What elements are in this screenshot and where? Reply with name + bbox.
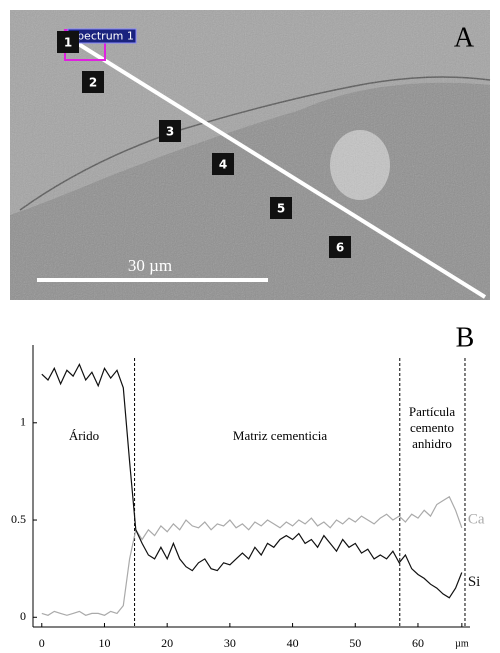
x-tick-label: 20 [161, 636, 173, 650]
marker-box [212, 153, 234, 175]
x-tick-label: µm [455, 638, 469, 649]
series-label: Si [468, 574, 481, 590]
region-label: Matriz cementicia [233, 428, 327, 443]
sem-image: Spectrum 1 30 µm A [10, 10, 491, 300]
panel-label: A [454, 22, 475, 53]
marker-label: 5 [277, 202, 285, 216]
region-label: anhidro [412, 436, 452, 451]
marker-label: 2 [89, 76, 97, 90]
marker-label: 1 [64, 36, 72, 50]
x-tick-label: 10 [98, 636, 110, 650]
region-label: Árido [69, 428, 99, 443]
marker-label: 6 [336, 241, 344, 255]
x-tick-label: 50 [349, 636, 361, 650]
marker-box [159, 120, 181, 142]
marker-box [329, 236, 351, 258]
x-tick-label: 0 [39, 636, 45, 650]
marker-label: 4 [219, 158, 227, 172]
panel-label: B [456, 322, 475, 353]
x-tick-label: 40 [287, 636, 299, 650]
scale-bar-label: 30 µm [128, 256, 172, 275]
marker-box [82, 71, 104, 93]
y-tick-label: 1 [20, 415, 26, 429]
y-tick-label: 0 [20, 609, 26, 623]
series-label: Ca [468, 511, 485, 527]
series-line [41, 362, 463, 599]
region-label: Partícula [409, 404, 455, 419]
y-tick-label: 0.5 [11, 512, 26, 526]
marker-box [270, 197, 292, 219]
marker-box [57, 31, 79, 53]
x-tick-label: 60 [412, 636, 424, 650]
region-label: cemento [410, 420, 454, 435]
spectrum-label: Spectrum 1 [70, 30, 134, 43]
marker-label: 3 [166, 125, 174, 139]
series-line [41, 495, 463, 616]
markers: 1 2 3 4 5 6 [57, 31, 351, 258]
x-tick-label: 30 [224, 636, 236, 650]
scan-line [70, 38, 487, 299]
